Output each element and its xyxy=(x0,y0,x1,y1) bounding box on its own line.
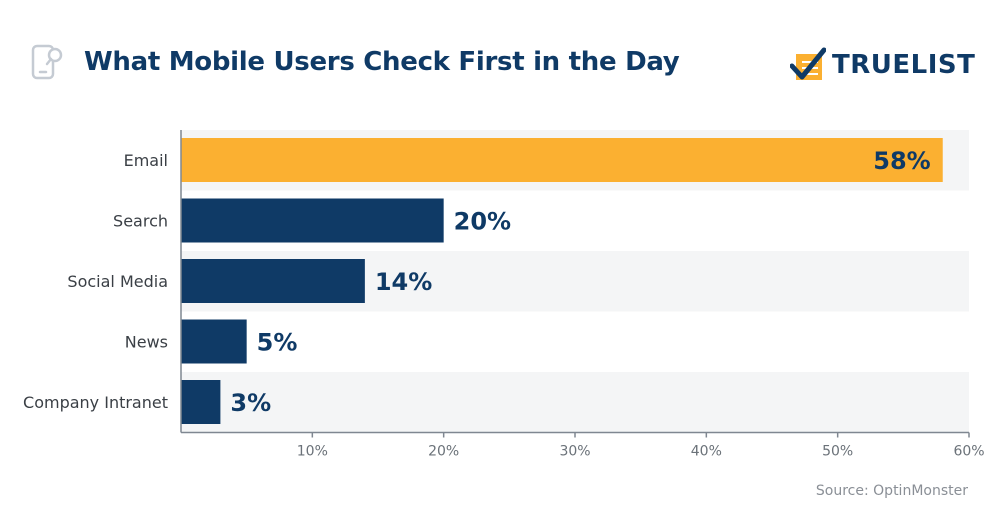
category-label: News xyxy=(125,333,168,352)
bar xyxy=(181,138,943,182)
value-label: 14% xyxy=(375,268,432,296)
row-band xyxy=(181,372,969,433)
x-tick-label: 60% xyxy=(953,444,984,460)
bar xyxy=(181,198,444,243)
x-tick-label: 30% xyxy=(559,444,590,460)
checkmark-list-icon xyxy=(790,47,826,80)
x-tick-label: 20% xyxy=(428,444,459,460)
value-label: 5% xyxy=(257,329,298,357)
bar xyxy=(181,319,247,364)
bar xyxy=(181,380,221,424)
bar xyxy=(181,259,365,303)
category-label: Company Intranet xyxy=(23,393,168,412)
value-label: 20% xyxy=(454,208,511,236)
category-label: Email xyxy=(124,151,168,170)
phone-search-icon xyxy=(31,44,63,80)
x-tick-label: 40% xyxy=(691,444,722,460)
x-tick-label: 50% xyxy=(822,444,853,460)
page-title: What Mobile Users Check First in the Day xyxy=(84,47,680,77)
logo-text: TRUELIST xyxy=(832,50,976,80)
value-label: 58% xyxy=(873,147,930,175)
x-tick-label: 10% xyxy=(297,444,328,460)
category-label: Social Media xyxy=(67,272,168,291)
source-note: Source: OptinMonster xyxy=(815,483,968,499)
category-label: Search xyxy=(113,212,168,231)
brand-logo: TRUELIST xyxy=(790,46,975,84)
value-label: 3% xyxy=(230,389,271,417)
